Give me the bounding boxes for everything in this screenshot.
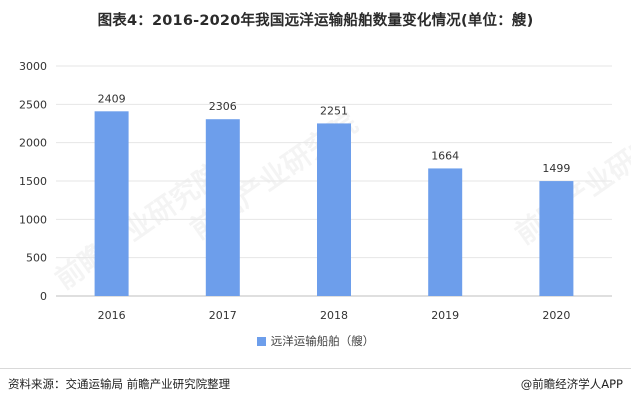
y-tick-label: 500 xyxy=(26,252,47,265)
bar xyxy=(539,181,574,296)
y-axis-ticks: 0 500 1000 1500 2000 2500 3000 xyxy=(19,60,47,303)
y-tick-label: 1000 xyxy=(19,213,47,226)
chart-title: 图表4：2016-2020年我国远洋运输船舶数量变化情况(单位：艘) xyxy=(97,13,534,29)
data-label: 2409 xyxy=(98,92,126,105)
source-note: 资料来源：交通运输局 前瞻产业研究院整理 xyxy=(8,377,231,391)
legend: 远洋运输船舶（艘） xyxy=(0,333,631,349)
legend-label: 远洋运输船舶（艘） xyxy=(270,334,375,348)
x-tick-label: 2020 xyxy=(542,309,570,322)
y-tick-label: 2500 xyxy=(19,98,47,111)
bar xyxy=(205,119,240,296)
footer-divider xyxy=(0,368,631,369)
bar-chart: 0 500 1000 1500 2000 2500 3000 2409 2306 2251 166… xyxy=(19,60,612,322)
data-labels: 2409 2306 2251 1664 1499 xyxy=(98,92,571,175)
x-tick-label: 2016 xyxy=(98,309,126,322)
y-tick-label: 1500 xyxy=(19,175,47,188)
data-label: 1499 xyxy=(542,162,570,175)
y-tick-label: 2000 xyxy=(19,137,47,150)
x-tick-label: 2017 xyxy=(209,309,237,322)
bar xyxy=(317,123,351,296)
x-tick-label: 2019 xyxy=(431,309,459,322)
bar xyxy=(94,111,129,296)
x-tick-label: 2018 xyxy=(320,309,348,322)
bars xyxy=(94,111,574,296)
data-label: 2306 xyxy=(209,100,237,113)
data-label: 2251 xyxy=(320,104,348,117)
brand-credit: @前瞻经济学人APP xyxy=(520,377,623,391)
y-tick-label: 3000 xyxy=(19,60,47,73)
x-axis-ticks: 2016 2017 2018 2019 2020 xyxy=(98,309,571,322)
y-tick-label: 0 xyxy=(40,290,47,303)
bar xyxy=(428,168,463,296)
data-label: 1664 xyxy=(431,149,459,162)
legend-swatch xyxy=(256,336,266,346)
